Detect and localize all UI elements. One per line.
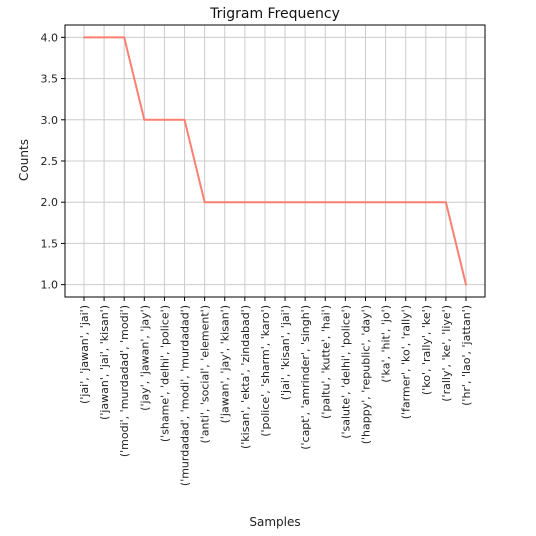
x-tick-label: ('modi', 'murdadad', 'modi') <box>118 305 131 457</box>
data-point <box>223 201 226 204</box>
x-tick-label: ('farmer', 'ko', 'rally') <box>400 305 413 419</box>
y-axis-label: Counts <box>17 139 31 181</box>
x-tick-label: ('capt', 'amrinder', 'singh') <box>299 305 312 450</box>
data-point <box>183 118 186 121</box>
data-point <box>123 36 126 39</box>
data-point <box>465 283 467 286</box>
x-tick-label: ('murdadad', 'modi', 'murdadad') <box>179 305 192 486</box>
y-tick-label: 1.5 <box>41 237 59 250</box>
data-point <box>324 201 327 204</box>
x-tick-label: ('police', 'sharm', 'karo') <box>259 305 272 437</box>
data-point <box>83 36 85 39</box>
x-tick-label: ('kisan', 'ekta', 'zindabad') <box>239 305 252 449</box>
grid-lines <box>65 25 485 297</box>
y-tick-label: 2.0 <box>41 196 59 209</box>
data-point <box>243 201 246 204</box>
x-tick-label: ('ka', 'hit', 'jo') <box>380 305 393 383</box>
data-point <box>103 36 106 39</box>
data-point <box>284 201 287 204</box>
x-axis-label: Samples <box>249 515 300 529</box>
x-tick-label: ('salute', 'delhi', 'police') <box>339 305 352 439</box>
data-point <box>424 201 427 204</box>
x-tick-label: ('shame', 'delhi', 'police') <box>158 305 171 442</box>
series-layer <box>83 36 467 286</box>
axis-ticks: 1.0 1.5 2.0 2.5 3.0 3.5 4.0 ('jai', 'jawan', 'j… <box>41 31 474 486</box>
x-tick-label: ('jay', 'jawan', 'jay') <box>138 305 151 411</box>
data-point <box>384 201 387 204</box>
data-point <box>263 201 266 204</box>
frequency-line <box>84 36 467 285</box>
y-tick-label: 3.0 <box>41 114 59 127</box>
x-tick-label: ('ko', 'rally', 'ke') <box>420 305 433 395</box>
x-tick-label: ('hr', 'lao', 'jattan') <box>460 305 473 406</box>
x-tick-label: ('jawan', 'jai', 'kisan') <box>98 305 111 420</box>
data-point <box>163 118 166 121</box>
x-tick-label: ('anti', 'social', 'element') <box>199 305 212 444</box>
x-tick-label: ('paltu', 'kutte', 'hai') <box>319 305 332 419</box>
x-tick-label: ('jai', 'jawan', 'jai') <box>78 305 91 404</box>
data-point <box>203 201 206 204</box>
chart-title: Trigram Frequency <box>209 6 340 22</box>
data-point <box>404 201 407 204</box>
data-point <box>444 201 447 204</box>
data-point <box>304 201 307 204</box>
x-tick-label: ('jai', 'kisan', 'jai') <box>279 305 292 400</box>
x-tick-label: ('jawan', 'jay', 'kisan') <box>219 305 232 423</box>
y-tick-label: 4.0 <box>41 31 59 44</box>
data-point <box>143 118 146 121</box>
data-point <box>364 201 367 204</box>
x-tick-label: ('happy', 'republic', 'day') <box>359 305 372 444</box>
x-tick-label: ('rally', 'ke', 'liye') <box>440 305 453 402</box>
y-tick-label: 3.5 <box>41 73 59 86</box>
y-tick-label: 2.5 <box>41 155 59 168</box>
y-tick-label: 1.0 <box>41 279 59 292</box>
data-point <box>344 201 347 204</box>
